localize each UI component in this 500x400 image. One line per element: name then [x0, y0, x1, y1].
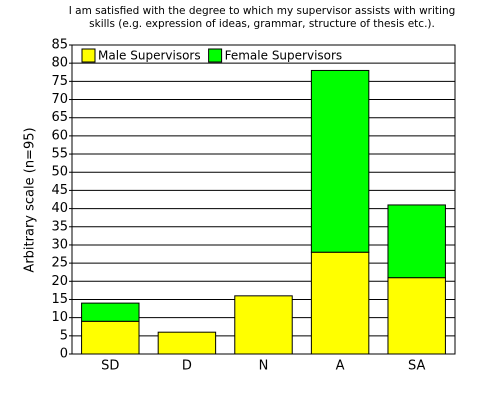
- y-tick-label: 75: [51, 74, 68, 89]
- chart-title: I am satisfied with the degree to which …: [69, 5, 456, 17]
- y-tick-label: 70: [51, 92, 68, 107]
- y-tick-label: 30: [51, 237, 68, 252]
- y-tick-label: 25: [51, 256, 68, 271]
- legend-label: Female Supervisors: [225, 49, 343, 63]
- y-tick-label: 85: [51, 38, 68, 53]
- legend-swatch: [208, 48, 223, 63]
- bar-segment: [157, 331, 217, 355]
- y-tick-label: 10: [51, 310, 68, 325]
- bar-segment: [234, 295, 293, 355]
- plot-frame: [71, 44, 456, 355]
- y-tick-label: 15: [51, 292, 68, 307]
- bar-segment: [310, 251, 370, 355]
- bar-segment: [310, 69, 370, 253]
- y-tick-label: 40: [51, 201, 68, 216]
- y-axis-label: Arbitrary scale (n=95): [23, 127, 38, 272]
- legend-swatch: [81, 48, 96, 63]
- legend-label: Male Supervisors: [98, 49, 201, 63]
- y-tick-label: 60: [51, 128, 68, 143]
- x-tick-label: SD: [101, 359, 119, 374]
- bar-segment: [387, 277, 446, 355]
- y-tick-label: 5: [60, 328, 68, 343]
- x-tick-label: SA: [408, 359, 425, 374]
- chart-title: skills (e.g. expression of ideas, gramma…: [89, 18, 435, 30]
- y-tick-label: 35: [51, 219, 68, 234]
- y-tick-label: 50: [51, 165, 68, 180]
- y-tick-label: 0: [60, 347, 68, 362]
- y-tick-label: 20: [51, 274, 68, 289]
- x-tick-label: D: [182, 359, 192, 374]
- bar-segment: [81, 320, 140, 355]
- x-tick-label: N: [259, 359, 269, 374]
- bar-segment: [387, 204, 446, 279]
- y-tick-label: 55: [51, 147, 68, 162]
- y-tick-label: 45: [51, 183, 68, 198]
- bar-segment: [81, 302, 140, 322]
- y-tick-label: 80: [51, 56, 68, 71]
- y-tick-label: 65: [51, 110, 68, 125]
- x-tick-label: A: [336, 359, 345, 374]
